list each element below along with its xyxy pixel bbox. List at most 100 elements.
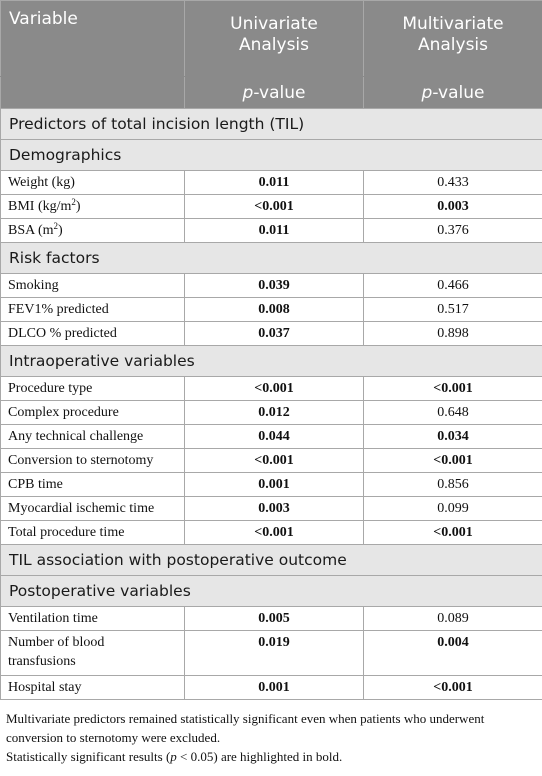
multivariate-value: 0.089 xyxy=(363,606,542,631)
univariate-value: 0.003 xyxy=(184,496,364,521)
univariate-value: 0.001 xyxy=(184,472,364,497)
multivariate-value: <0.001 xyxy=(363,520,542,545)
multivariate-value: 0.004 xyxy=(363,630,542,676)
table-row: FEV1% predicted 0.008 0.517 xyxy=(0,297,542,322)
header-multivariate: Multivariate Analysis xyxy=(363,0,542,77)
results-table: Variable Univariate Analysis Multivariat… xyxy=(0,0,542,700)
table-row: BSA (m2) 0.011 0.376 xyxy=(0,218,542,243)
row-label: Weight (kg) xyxy=(0,170,185,195)
footnote-2: Statistically significant results (p < 0… xyxy=(6,747,542,766)
table-row: Any technical challenge 0.044 0.034 xyxy=(0,424,542,449)
univariate-value: <0.001 xyxy=(184,520,364,545)
bsa-label-sup: 2 xyxy=(53,220,59,231)
row-label: Complex procedure xyxy=(0,400,185,425)
multivariate-value: 0.898 xyxy=(363,321,542,346)
multivariate-value: 0.466 xyxy=(363,273,542,298)
footnote-2-a: Statistically significant results ( xyxy=(6,749,171,764)
row-label: Any technical challenge xyxy=(0,424,185,449)
multivariate-value: 0.433 xyxy=(363,170,542,195)
bmi-label-b: ) xyxy=(75,198,81,214)
multivariate-value: 0.034 xyxy=(363,424,542,449)
table-row: BMI (kg/m2) <0.001 0.003 xyxy=(0,194,542,219)
section-row: Demographics xyxy=(0,139,542,171)
table-row: Weight (kg) 0.011 0.433 xyxy=(0,170,542,195)
multivariate-value: 0.003 xyxy=(363,194,542,219)
bsa-label-b: ) xyxy=(58,222,63,238)
bsa-label-a: BSA (m xyxy=(8,222,54,238)
row-label: CPB time xyxy=(0,472,185,497)
univariate-value: 0.011 xyxy=(184,170,364,195)
section-postoperative: Postoperative variables xyxy=(0,575,542,607)
header-multivariate-line1: Multivariate xyxy=(402,14,504,34)
subheader-row: p-value p-value xyxy=(0,76,542,109)
univariate-value: 0.037 xyxy=(184,321,364,346)
multivariate-value: <0.001 xyxy=(363,675,542,700)
header-multivariate-line2: Analysis xyxy=(417,35,489,55)
multivariate-value: <0.001 xyxy=(363,448,542,473)
univariate-value: 0.039 xyxy=(184,273,364,298)
section-row: Postoperative variables xyxy=(0,575,542,607)
table-row: Conversion to sternotomy <0.001 <0.001 xyxy=(0,448,542,473)
pvalue-suffix: -value xyxy=(253,82,306,103)
subheader-multivariate-pvalue: p-value xyxy=(363,76,542,109)
section-intraoperative: Intraoperative variables xyxy=(0,345,542,377)
section-row: TIL association with postoperative outco… xyxy=(0,544,542,576)
row-label: Procedure type xyxy=(0,376,185,401)
blood-label-a: Number of blood xyxy=(8,635,105,650)
row-label: Hospital stay xyxy=(0,675,185,700)
header-univariate-line1: Univariate xyxy=(230,14,318,34)
header-univariate-line2: Analysis xyxy=(238,35,310,55)
table-row: Ventilation time 0.005 0.089 xyxy=(0,606,542,631)
multivariate-value: 0.376 xyxy=(363,218,542,243)
table-row: Complex procedure 0.012 0.648 xyxy=(0,400,542,425)
footnote-1: Multivariate predictors remained statist… xyxy=(6,711,485,745)
multivariate-value: 0.648 xyxy=(363,400,542,425)
row-label: Ventilation time xyxy=(0,606,185,631)
row-label: Smoking xyxy=(0,273,185,298)
univariate-value: 0.011 xyxy=(184,218,364,243)
subheader-blank xyxy=(0,76,185,109)
row-label: BSA (m2) xyxy=(0,218,185,243)
subheader-univariate-pvalue: p-value xyxy=(184,76,364,109)
footnote-2-p: p xyxy=(170,749,177,764)
table-row: Smoking 0.039 0.466 xyxy=(0,273,542,298)
table-row: DLCO % predicted 0.037 0.898 xyxy=(0,321,542,346)
row-label: Number of blood transfusions xyxy=(0,630,185,676)
univariate-value: 0.001 xyxy=(184,675,364,700)
univariate-value: 0.019 xyxy=(184,630,364,676)
table-row: Myocardial ischemic time 0.003 0.099 xyxy=(0,496,542,521)
multivariate-value: 0.099 xyxy=(363,496,542,521)
multivariate-value: <0.001 xyxy=(363,376,542,401)
table-row: Total procedure time <0.001 <0.001 xyxy=(0,520,542,545)
section-risk-factors: Risk factors xyxy=(0,242,542,274)
univariate-value: 0.044 xyxy=(184,424,364,449)
multivariate-value: 0.856 xyxy=(363,472,542,497)
table-row: Procedure type <0.001 <0.001 xyxy=(0,376,542,401)
row-label: Myocardial ischemic time xyxy=(0,496,185,521)
univariate-value: <0.001 xyxy=(184,194,364,219)
pvalue-suffix: -value xyxy=(432,82,485,103)
table-row: Hospital stay 0.001 <0.001 xyxy=(0,675,542,700)
section-row: Predictors of total incision length (TIL… xyxy=(0,108,542,140)
bmi-label-sup: 2 xyxy=(71,196,76,207)
section-row: Risk factors xyxy=(0,242,542,274)
blood-label-b: transfusions xyxy=(8,654,76,669)
row-label: BMI (kg/m2) xyxy=(0,194,185,219)
univariate-value: <0.001 xyxy=(184,376,364,401)
header-row: Variable Univariate Analysis Multivariat… xyxy=(0,0,542,77)
univariate-value: <0.001 xyxy=(184,448,364,473)
multivariate-value: 0.517 xyxy=(363,297,542,322)
bmi-label-a: BMI (kg/m xyxy=(8,198,72,214)
p-italic: p xyxy=(421,82,433,103)
section-demographics: Demographics xyxy=(0,139,542,171)
row-label: DLCO % predicted xyxy=(0,321,185,346)
p-italic: p xyxy=(242,82,254,103)
header-variable: Variable xyxy=(0,0,185,77)
header-univariate: Univariate Analysis xyxy=(184,0,364,77)
univariate-value: 0.005 xyxy=(184,606,364,631)
row-label: Conversion to sternotomy xyxy=(0,448,185,473)
table-row: Number of blood transfusions 0.019 0.004 xyxy=(0,630,542,676)
table-footnotes: Multivariate predictors remained statist… xyxy=(0,700,542,766)
section-til-association: TIL association with postoperative outco… xyxy=(0,544,542,576)
